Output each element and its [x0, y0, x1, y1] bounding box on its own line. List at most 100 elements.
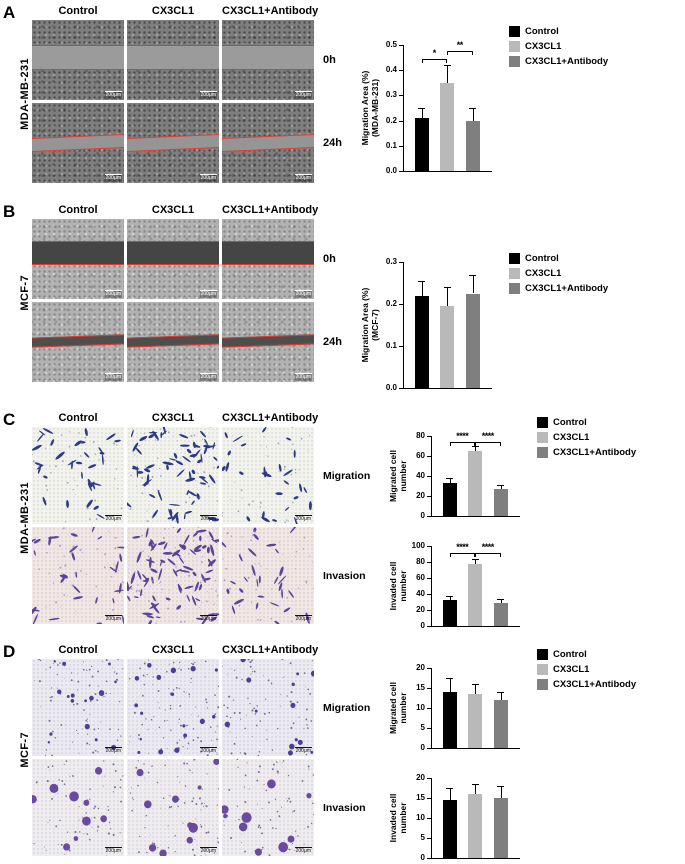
- wound-band: [32, 44, 124, 71]
- micrograph-tile: 200μm: [222, 103, 314, 183]
- legend-entry: CX3CL1+Antibody: [509, 283, 608, 294]
- micrograph-tile: 200μm: [127, 427, 219, 524]
- cell-line-text: MCF-7: [19, 274, 31, 311]
- panel-d: D MCF-7 Control CX3CL1 CX3CL1+Antibody 2…: [3, 642, 685, 862]
- column-header: CX3CL1+Antibody: [222, 5, 319, 17]
- legend: Control CX3CL1 CX3CL1+Antibody: [537, 417, 636, 458]
- legend-entry: Control: [537, 649, 636, 660]
- cells-overlay: [128, 659, 219, 756]
- timepoint-label: 24h: [323, 336, 342, 348]
- cell-line-text: MDA-MB-231: [19, 57, 31, 130]
- legend-label: Control: [525, 26, 559, 37]
- scale-bar-label: 200μm: [199, 173, 217, 182]
- micrograph-tile: 200μm: [222, 302, 314, 382]
- scale-bar-label: 200μm: [294, 514, 312, 522]
- y-axis-label: Migrated cell number: [388, 682, 409, 734]
- micrograph-tile: 200μm: [32, 527, 124, 624]
- panel-letter: A: [3, 3, 16, 22]
- assay-row-label: Invasion: [323, 569, 366, 582]
- micrograph-grid: Control CX3CL1 CX3CL1+Antibody 200μm 200…: [32, 4, 319, 183]
- wound-band: [222, 334, 314, 348]
- legend-entry: CX3CL1+Antibody: [537, 447, 636, 458]
- scale-bar-label: 200μm: [294, 372, 312, 381]
- legend: Control CX3CL1 CX3CL1+Antibody: [509, 253, 608, 294]
- timepoint-label: 0h: [323, 54, 336, 66]
- cells-overlay: [34, 659, 124, 756]
- cell-line-label: MCF-7: [18, 203, 32, 382]
- micrograph-tile: 200μm: [127, 659, 219, 756]
- column-header: CX3CL1: [151, 412, 195, 424]
- cell-line-label: MDA-MB-231: [18, 411, 32, 624]
- column-header: CX3CL1+Antibody: [222, 644, 319, 656]
- scale-bar-label: 200μm: [104, 746, 122, 754]
- scale-bar-label: 200μm: [199, 614, 217, 622]
- legend-swatch: [509, 253, 520, 264]
- legend-entry: CX3CL1: [509, 41, 608, 52]
- bar-chart-migration-area-mcf-7: 0.0 0.1 0.2 0.3 Migration Area (%) (MCF-7): [360, 247, 499, 392]
- scale-bar-label: 200μm: [104, 90, 122, 99]
- micrograph-tile: 200μm: [222, 219, 314, 299]
- legend-swatch: [509, 41, 520, 52]
- column-header: CX3CL1: [151, 204, 195, 216]
- legend-entry: CX3CL1: [537, 664, 636, 675]
- wound-band: [222, 44, 314, 71]
- legend-label: CX3CL1: [525, 41, 562, 52]
- legend-label: CX3CL1+Antibody: [525, 283, 609, 294]
- scale-bar-label: 200μm: [104, 846, 122, 854]
- y-axis-label: Migration Area (%) (MDA-MB-231): [360, 70, 381, 146]
- assay-row-label: Migration: [323, 469, 371, 482]
- scale-bar-label: 200μm: [104, 614, 122, 622]
- micrograph-tile: 200μm: [32, 20, 124, 100]
- panel-c: C MDA-MB-231 Control CX3CL1 CX3CL1+Antib…: [3, 410, 685, 630]
- cells-overlay: [129, 759, 219, 856]
- micrograph-grid: Control CX3CL1 CX3CL1+Antibody 200μm 200…: [32, 203, 318, 382]
- cells-overlay: [32, 428, 123, 523]
- column-header: CX3CL1+Antibody: [222, 412, 319, 424]
- cells-overlay: [32, 527, 124, 624]
- panel-letter: B: [3, 202, 16, 221]
- legend-entry: CX3CL1: [509, 268, 608, 279]
- cells-overlay: [222, 759, 314, 856]
- cells-overlay: [127, 427, 219, 524]
- legend-label: Control: [553, 417, 587, 428]
- micrograph-tile: 200μm: [32, 659, 124, 756]
- cell-line-label: MCF-7: [18, 643, 32, 856]
- micrograph-tile: 200μm: [127, 302, 219, 382]
- column-header: Control: [58, 204, 98, 216]
- scale-bar-label: 200μm: [294, 173, 312, 182]
- scale-bar-label: 200μm: [104, 173, 122, 182]
- scale-bar-label: 200μm: [104, 289, 122, 298]
- y-axis-label: Migrated cell number: [388, 450, 409, 502]
- legend-entry: Control: [509, 26, 608, 37]
- legend-label: CX3CL1+Antibody: [525, 56, 609, 67]
- legend-swatch: [537, 432, 548, 443]
- panel-letter: C: [3, 410, 16, 429]
- bar-chart-migrated-cells-mcf-7: 0 5 10 15 20 Migrated cell number: [388, 653, 527, 752]
- charts-column: 0 20 40 60 80 Migrated cell number **** **** 0 20…: [388, 411, 527, 630]
- legend-swatch: [537, 664, 548, 675]
- row-labels: 0h 24h: [323, 20, 353, 183]
- column-headers: Control CX3CL1 CX3CL1+Antibody: [32, 643, 319, 659]
- legend-swatch: [537, 417, 548, 428]
- row-labels: Migration Invasion: [323, 427, 381, 624]
- scale-bar-label: 200μm: [294, 746, 312, 754]
- column-header: CX3CL1: [151, 644, 195, 656]
- scale-bar-label: 200μm: [294, 846, 312, 854]
- column-header: Control: [58, 412, 98, 424]
- bar-chart-migrated-cells-mda-mb-231: 0 20 40 60 80 Migrated cell number **** ****: [388, 421, 527, 520]
- assay-row-label: Migration: [323, 701, 371, 714]
- cells-overlay: [222, 659, 314, 756]
- scale-bar-label: 200μm: [294, 614, 312, 622]
- micrograph-grid: Control CX3CL1 CX3CL1+Antibody 200μm 200…: [32, 411, 319, 624]
- micrograph-tile: 200μm: [127, 527, 219, 624]
- panel-a: A MDA-MB-231 Control CX3CL1 CX3CL1+Antib…: [3, 3, 685, 183]
- scale-bar-label: 200μm: [199, 746, 217, 754]
- legend-entry: Control: [537, 417, 636, 428]
- micrograph-tile: 200μm: [127, 20, 219, 100]
- timepoint-label: 24h: [323, 137, 342, 149]
- micrograph-tile: 200μm: [222, 427, 314, 524]
- legend-label: CX3CL1: [525, 268, 562, 279]
- scale-bar-label: 200μm: [104, 514, 122, 522]
- legend-swatch: [509, 268, 520, 279]
- micrograph-tile: 200μm: [32, 103, 124, 183]
